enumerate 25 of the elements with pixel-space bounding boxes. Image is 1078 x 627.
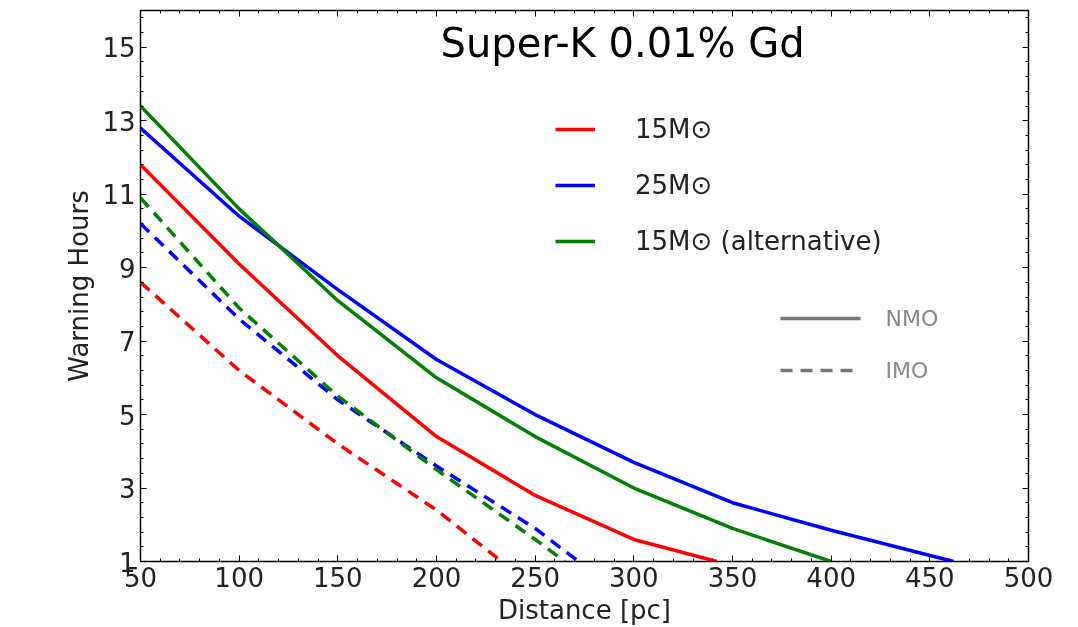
x-axis-title: Distance [pc]: [497, 594, 672, 625]
y-axis-title: Warning Hours: [64, 190, 95, 382]
x-tick-label: 450: [905, 562, 955, 593]
y-tick-label: 11: [102, 180, 136, 211]
legend-label: 25M⊙: [635, 170, 713, 200]
y-tick-label: 13: [102, 106, 136, 137]
legend-label: 15M⊙: [635, 114, 713, 144]
x-tick-label: 100: [214, 562, 264, 593]
x-tick-label: 150: [313, 562, 363, 593]
x-tick-label: 200: [411, 562, 462, 593]
y-tick-label: 7: [118, 327, 136, 358]
x-tick-label: 300: [609, 562, 659, 593]
y-tick-label: 3: [118, 474, 136, 505]
x-tick-label: 250: [510, 562, 560, 593]
x-tick-label: 350: [707, 562, 758, 593]
x-tick-label: 400: [806, 562, 856, 593]
y-tick-label: 15: [102, 33, 136, 64]
x-tick-label: 500: [1003, 562, 1054, 593]
line-series: [140, 163, 719, 562]
annotation: NMO: [885, 305, 939, 331]
annotation: IMO: [885, 357, 929, 383]
y-tick-label: 9: [118, 253, 136, 284]
legend-label: 15M⊙ (alternative): [635, 226, 882, 256]
chart-title: Super-K 0.01% Gd: [440, 19, 805, 66]
y-tick-label: 5: [118, 400, 136, 431]
